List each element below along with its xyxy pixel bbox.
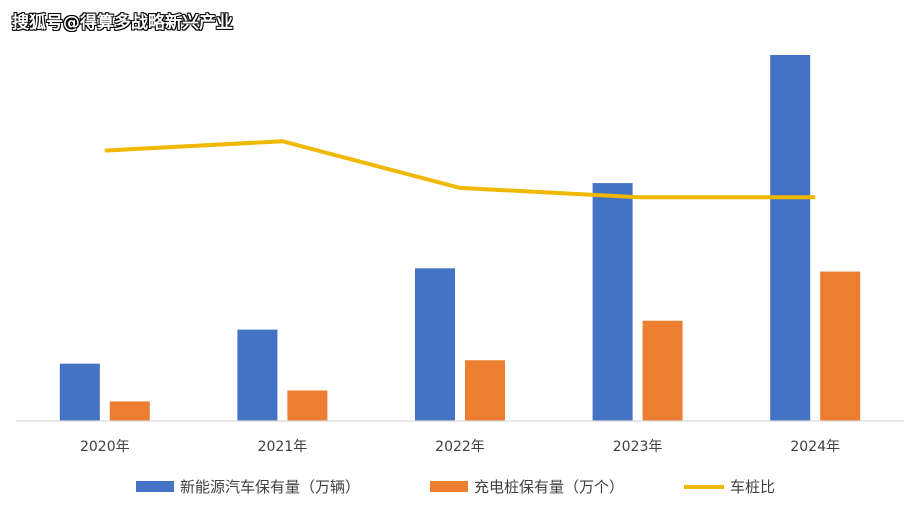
watermark: 搜狐号@得算多战略新兴产业 [12,13,233,33]
x-tick-1: 2021年 [258,439,308,455]
legend-label-2: 车桩比 [730,478,775,496]
x-tick-3: 2023年 [613,439,663,455]
line-layer [104,139,816,200]
legend-label-1: 充电桩保有量（万个） [474,478,624,496]
bar-s1-1 [287,390,328,421]
x-tick-0: 2020年 [80,439,130,455]
x-tick-2: 2022年 [435,439,485,455]
bar-s1-3 [642,320,683,421]
x-tick-4: 2024年 [790,439,840,455]
bar-s1-4 [820,271,861,421]
bar-s0-1 [237,329,278,421]
bar-s0-0 [59,363,100,421]
bar-s0-3 [592,183,633,421]
bar-s0-2 [415,268,455,421]
legend-label-0: 新能源汽车保有量（万辆） [180,478,360,496]
bar-s1-2 [465,360,505,421]
x-tick-labels: 2020年 2021年 2022年 2023年 2024年 [80,439,840,455]
legend-swatch-0 [136,481,174,492]
legend: 新能源汽车保有量（万辆） 充电桩保有量（万个） 车桩比 [136,478,775,496]
bars-layer [59,54,861,422]
line-series-0 [104,139,816,200]
bar-s1-0 [109,401,150,421]
bar-s0-4 [770,54,811,422]
legend-swatch-1 [430,481,468,492]
